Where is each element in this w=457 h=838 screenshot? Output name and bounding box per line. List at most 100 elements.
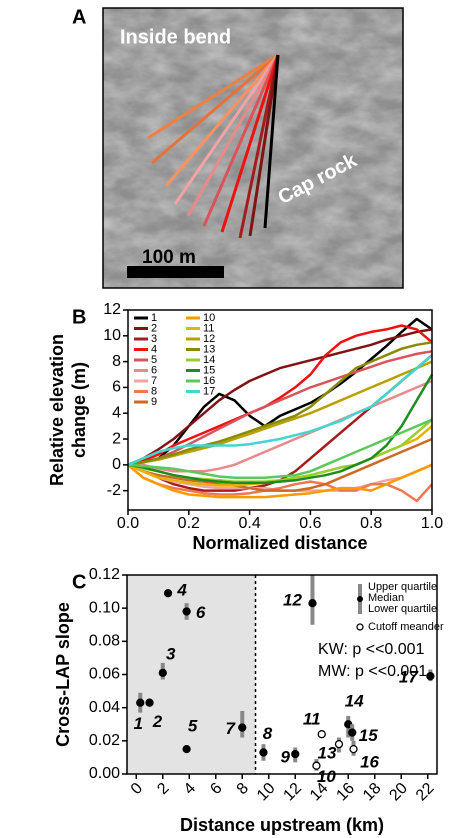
legend-label: Cutoff meander [368,621,444,633]
x-tick-label: 12 [280,780,305,805]
series-line [127,373,434,485]
legend-label: 1 [151,312,157,324]
legend-point [357,596,363,602]
y-tick-label: 0.00 [89,765,120,782]
series-line [127,341,433,467]
x-tick-label: 0.8 [360,515,382,532]
point [308,599,317,608]
point-label: 10 [317,767,336,786]
point [158,668,167,677]
x-tick-label: 0.6 [299,515,321,532]
plot-frame [127,309,433,511]
y-tick-label: 0.10 [89,599,120,616]
panel-label: A [72,6,86,28]
point [349,744,358,754]
legend-label: 4 [151,343,157,355]
series-line [127,328,433,466]
series-line [127,463,433,503]
legend-label: 3 [151,333,157,345]
series-line [127,317,433,467]
point [426,672,435,681]
series-line [127,360,433,467]
point-label: 3 [166,644,176,663]
y-tick-label: 8 [112,353,121,370]
point [238,723,247,732]
point-label: 4 [176,581,187,600]
y-axis-label: Relative elevation [47,334,67,486]
annotation: Inside bend [120,26,231,48]
y-tick-label: 0.02 [89,732,120,749]
point-label: 16 [360,753,379,772]
series-line [127,437,433,492]
series-line [127,354,433,466]
x-tick-label: 18 [360,780,385,805]
y-tick-label: 0.08 [89,633,120,650]
legend-label: Median [368,592,404,604]
point [136,698,145,707]
x-tick-label: 0.4 [238,515,260,532]
point [317,730,326,739]
x-tick-label: 16 [333,780,358,805]
point [182,744,191,754]
legend-label: 6 [151,364,157,376]
point [163,589,173,598]
x-tick-label: 20 [386,780,411,805]
legend-label: 10 [203,312,215,324]
point [259,748,268,757]
point-label: 17 [399,668,419,687]
y-tick-label: 2 [112,430,121,447]
point [145,698,154,707]
legend-label: Upper quartile [368,581,437,593]
x-tick-label: 1.0 [421,515,443,532]
point-label: 9 [281,748,291,767]
x-tick-label: 0.0 [117,515,139,532]
x-axis-label: Normalized distance [192,533,367,553]
x-axis-label: Distance upstream (km) [180,815,384,835]
legend-label: 11 [203,322,214,334]
legend-point [356,623,364,631]
point-label: 14 [345,692,364,711]
point-label: 11 [303,710,321,729]
y-tick-label: 6 [112,379,121,396]
series-line [128,379,433,473]
x-tick-label: 0 [128,780,146,798]
point [348,728,357,737]
y-tick-label: 0.04 [89,699,120,716]
y-tick-label: 10 [103,327,121,344]
point [312,761,321,770]
point-label: 15 [359,726,378,745]
point [291,749,300,759]
legend-label: 9 [151,396,157,408]
point-label: 13 [318,744,337,763]
panel-label: C [72,571,86,593]
x-tick-label: 4 [181,780,199,798]
legend-label: 14 [203,354,215,366]
scale-label: 100 m [142,247,196,268]
series-line [127,463,433,499]
y-tick-label: -2 [107,482,121,499]
annotation: KW: p <<0.001 [318,641,425,658]
legend-label: 15 [203,364,215,376]
y-tick-label: 0.06 [89,666,120,683]
panel-label: B [72,306,86,328]
point [334,740,344,749]
point-label: 12 [283,591,302,610]
legend-label: 17 [203,385,215,397]
y-tick-label: 0.12 [89,566,120,583]
x-tick-label: 2 [154,780,172,798]
x-tick-label: 6 [207,780,225,798]
legend-label: 2 [151,322,157,334]
point-label: 5 [188,717,198,736]
point-label: 8 [263,724,273,743]
point-label: 2 [152,712,163,731]
legend-label: 8 [151,385,157,397]
point-label: 1 [134,714,143,733]
legend-label: 16 [203,375,215,387]
legend-label: Lower quartile [368,603,437,615]
x-tick-label: 8 [234,780,252,798]
photo [102,7,404,289]
x-tick-label: 0.2 [178,515,200,532]
x-tick-label: 22 [413,780,438,805]
legend-label: 13 [203,343,215,355]
